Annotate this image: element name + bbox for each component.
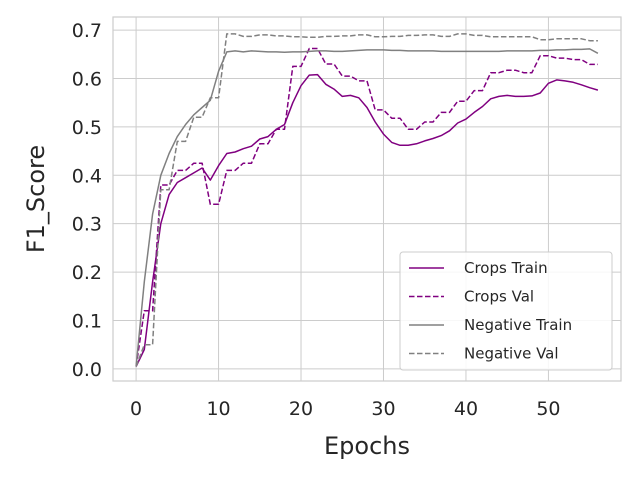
series-line-crops-train	[135, 73, 599, 367]
series-line-negative-val	[135, 33, 598, 367]
x-tick-label: 40	[454, 398, 478, 420]
y-tick-label: 0.3	[72, 214, 102, 236]
x-tick-label: 50	[536, 398, 560, 420]
x-tick-label: 0	[130, 398, 142, 420]
y-tick-label: 0.0	[72, 359, 102, 381]
grid-lines	[113, 17, 621, 381]
legend-label: Negative Val	[464, 345, 559, 363]
y-tick-labels: 0.0 0.1 0.2 0.3 0.4 0.5 0.6 0.7	[72, 20, 102, 381]
y-tick-label: 0.7	[72, 20, 102, 42]
x-tick-label: 20	[289, 398, 313, 420]
x-tick-label: 10	[206, 398, 230, 420]
legend-label: Crops Val	[464, 288, 534, 306]
x-tick-label: 30	[371, 398, 395, 420]
legend-box	[399, 251, 613, 371]
y-tick-label: 0.2	[72, 262, 102, 284]
y-tick-label: 0.1	[72, 310, 102, 332]
y-axis-title: F1_Score	[22, 145, 50, 253]
x-axis-title: Epochs	[324, 432, 410, 460]
plot-area-frame	[112, 16, 622, 382]
y-tick-label: 0.6	[72, 68, 102, 90]
legend-label: Negative Train	[464, 316, 572, 334]
y-tick-label: 0.5	[72, 117, 102, 139]
x-tick-labels: 0 10 20 30 40 50	[130, 398, 560, 420]
series-lines	[135, 33, 599, 367]
legend: Crops Train Crops Val Negative Train Negati…	[399, 251, 613, 371]
y-tick-label: 0.4	[72, 165, 102, 187]
series-line-negative-train	[135, 48, 599, 367]
legend-label: Crops Train	[464, 259, 548, 277]
